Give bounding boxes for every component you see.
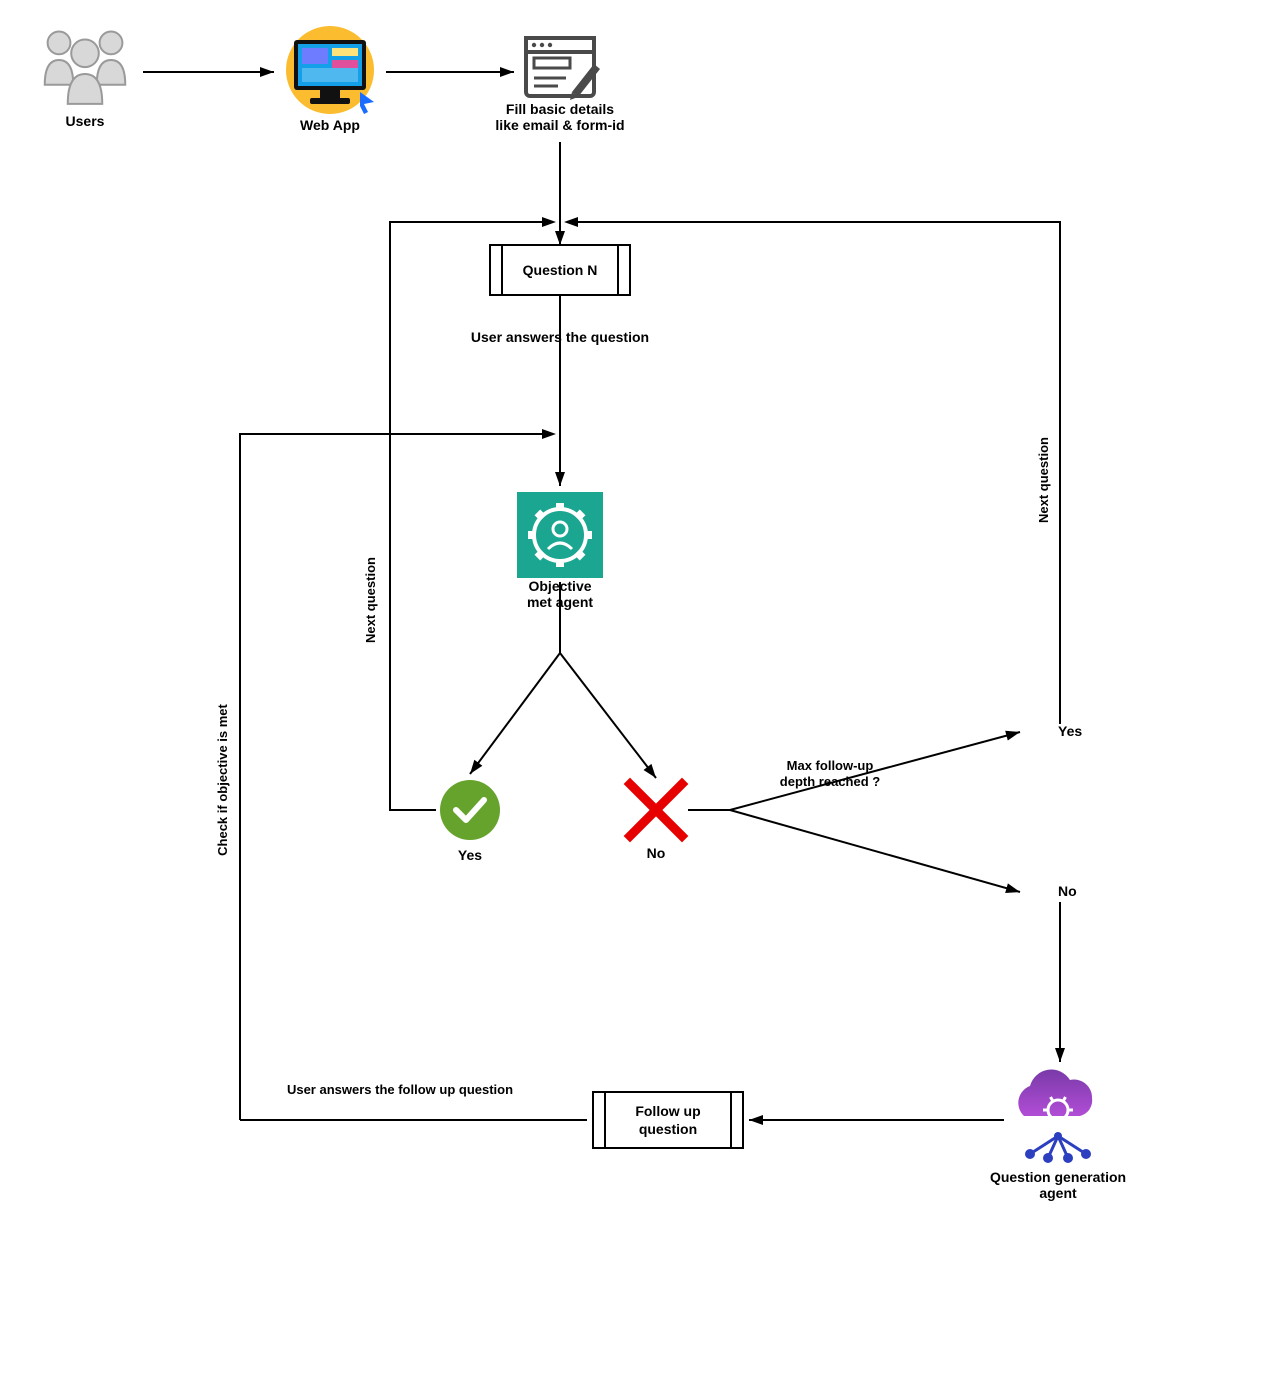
users-icon — [45, 32, 126, 104]
svg-text:Fill basic details: Fill basic details — [506, 101, 614, 117]
svg-text:like email & form-id: like email & form-id — [495, 117, 624, 133]
svg-text:depth reached ?: depth reached ? — [780, 774, 880, 789]
objective-agent-icon — [517, 492, 603, 578]
followup-box — [593, 1092, 743, 1148]
svg-text:Yes: Yes — [1058, 723, 1082, 739]
svg-text:Web App: Web App — [300, 117, 360, 133]
svg-text:Users: Users — [66, 113, 105, 129]
svg-text:Question N: Question N — [523, 262, 598, 278]
question-gen-agent-icon — [1018, 1070, 1092, 1163]
svg-text:Question generation: Question generation — [990, 1169, 1126, 1185]
svg-text:Next question: Next question — [363, 557, 378, 643]
svg-text:question: question — [639, 1121, 697, 1137]
yes-check-icon — [440, 780, 500, 840]
svg-text:Max follow-up: Max follow-up — [787, 758, 874, 773]
svg-text:Next question: Next question — [1036, 437, 1051, 523]
svg-text:No: No — [647, 845, 666, 861]
svg-text:User answers the follow up que: User answers the follow up question — [287, 1082, 513, 1097]
no-cross-icon — [630, 784, 682, 836]
svg-text:Follow up: Follow up — [635, 1103, 700, 1119]
svg-text:Check if objective is met: Check if objective is met — [215, 703, 230, 855]
svg-text:agent: agent — [1039, 1185, 1077, 1201]
svg-text:Yes: Yes — [458, 847, 482, 863]
form-icon — [526, 38, 600, 100]
webapp-icon — [286, 26, 374, 114]
svg-text:No: No — [1058, 883, 1077, 899]
